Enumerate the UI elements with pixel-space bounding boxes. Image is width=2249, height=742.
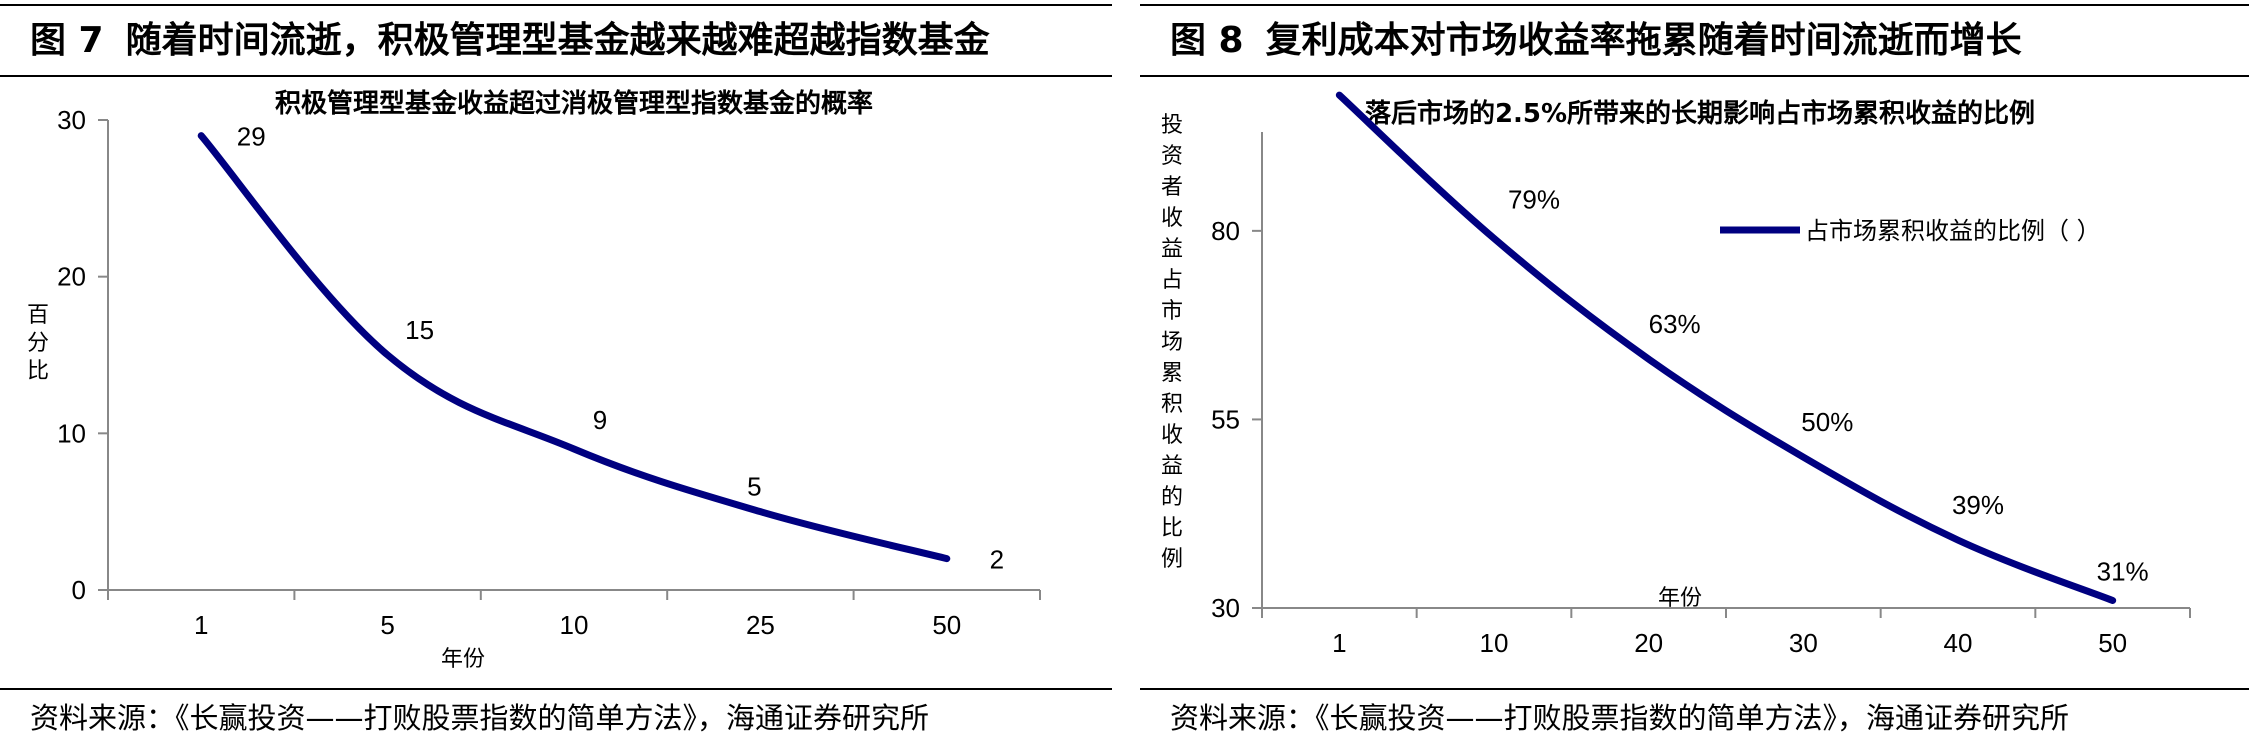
data-label: 50% xyxy=(1801,407,1853,437)
y-tick-label: 10 xyxy=(57,418,86,448)
data-label: 31% xyxy=(2097,556,2149,586)
data-label: 79% xyxy=(1508,184,1560,214)
legend: 占市场累积收益的比例（ ） xyxy=(1720,217,2101,245)
x-tick-label: 5 xyxy=(380,610,394,640)
series-line xyxy=(197,132,951,563)
x-tick-label: 1 xyxy=(194,610,208,640)
x-tick-label: 30 xyxy=(1789,628,1818,658)
y-axis-label-char: 例 xyxy=(1161,547,1183,572)
y-axis-label-char: 收 xyxy=(1161,206,1183,231)
bottom-rule xyxy=(1140,688,2249,690)
x-tick-label: 25 xyxy=(746,610,775,640)
y-tick-label: 80 xyxy=(1211,216,1240,246)
y-tick-label: 55 xyxy=(1211,404,1240,434)
data-label: 2 xyxy=(990,545,1004,575)
figure-number: 图 8 xyxy=(1170,20,1244,61)
source-note: 资料来源：《长赢投资——打败股票指数的简单方法》，海通证券研究所 xyxy=(30,701,930,735)
x-tick-label: 10 xyxy=(560,610,589,640)
y-axis-label: 百 分 比 xyxy=(27,303,49,384)
figure-title: 图 7 随着时间流逝，积极管理型基金越来越难超越指数基金 xyxy=(30,16,990,66)
x-axis-label: 年份 xyxy=(1658,586,1702,611)
title-rule xyxy=(0,75,1112,77)
chart-lagging-market-impact: 落后市场的2.5%所带来的长期影响占市场累积收益的比例 30 55 80 1 10 20… xyxy=(1161,91,2191,658)
y-tick-label: 30 xyxy=(1211,593,1240,623)
figure-title: 图 8 复利成本对市场收益率拖累随着时间流逝而增长 xyxy=(1170,16,2022,66)
y-axis-label-char: 益 xyxy=(1161,454,1183,479)
data-label: 29 xyxy=(237,122,266,152)
y-axis-label-char-2: 分 xyxy=(27,331,49,356)
x-tick-label: 40 xyxy=(1944,628,1973,658)
x-tick-label: 50 xyxy=(2098,628,2127,658)
y-axis-label-char: 益 xyxy=(1161,237,1183,262)
y-axis-label-char: 的 xyxy=(1161,485,1183,510)
y-axis-label-char: 收 xyxy=(1161,423,1183,448)
data-label-group: 29 15 9 5 2 xyxy=(237,122,1004,575)
figure-number: 图 7 xyxy=(30,20,104,61)
figure-7-panel: 图 7 随着时间流逝，积极管理型基金越来越难超越指数基金 积极管理型基金收益超过消… xyxy=(0,0,1112,742)
y-axis-label-char: 者 xyxy=(1161,175,1183,200)
y-axis-label-char: 占 xyxy=(1161,268,1183,293)
figure-8-panel: 图 8 复利成本对市场收益率拖累随着时间流逝而增长 落后市场的2.5%所带来的长期… xyxy=(1140,0,2249,742)
x-tick-group: 1 5 10 25 50 xyxy=(107,590,1041,640)
series-line xyxy=(1335,91,2117,604)
data-label: 39% xyxy=(1952,490,2004,520)
y-axis-label-char: 市 xyxy=(1161,299,1183,324)
y-tick-label: 20 xyxy=(57,262,86,292)
top-rule xyxy=(1140,4,2249,6)
data-label: 9 xyxy=(593,405,607,435)
x-axis-label: 年份 xyxy=(441,647,485,672)
top-rule xyxy=(0,4,1112,6)
figure-title-text: 随着时间流逝，积极管理型基金越来越难超越指数基金 xyxy=(125,20,990,61)
data-label: 63% xyxy=(1649,309,1701,339)
data-label: 15 xyxy=(405,315,434,345)
source-note: 资料来源：《长赢投资——打败股票指数的简单方法》，海通证券研究所 xyxy=(1170,701,2070,735)
y-axis-label-char: 累 xyxy=(1161,361,1183,386)
y-tick-label: 30 xyxy=(57,105,86,135)
legend-label: 占市场累积收益的比例（ ） xyxy=(1805,217,2101,245)
x-tick-label: 20 xyxy=(1634,628,1663,658)
y-axis-label-char: 投 xyxy=(1161,113,1183,138)
y-axis-label-char: 比 xyxy=(1161,516,1183,541)
chart-title: 落后市场的2.5%所带来的长期影响占市场累积收益的比例 xyxy=(1365,98,2035,129)
bottom-rule xyxy=(0,688,1112,690)
y-axis-label-char: 积 xyxy=(1161,392,1183,417)
y-axis-label-char-3: 比 xyxy=(27,359,49,384)
data-label-group: 79% 63% 50% 39% 31% xyxy=(1508,184,2149,586)
y-axis-label-char: 场 xyxy=(1161,330,1183,355)
y-tick-group: 30 55 80 xyxy=(1211,216,1262,623)
x-tick-label: 1 xyxy=(1332,628,1346,658)
title-rule xyxy=(1140,75,2249,77)
y-tick-group: 0 10 20 30 xyxy=(57,105,108,605)
y-tick-label: 0 xyxy=(72,575,86,605)
y-axis-label-char-1: 百 xyxy=(27,303,49,328)
x-tick-group: 1 10 20 30 40 50 xyxy=(1261,608,2191,658)
x-tick-label: 50 xyxy=(932,610,961,640)
figure-title-text: 复利成本对市场收益率拖累随着时间流逝而增长 xyxy=(1265,20,2022,61)
x-tick-label: 10 xyxy=(1480,628,1509,658)
data-label: 5 xyxy=(747,472,761,502)
y-axis-label-char: 资 xyxy=(1161,144,1183,169)
chart-title: 积极管理型基金收益超过消极管理型指数基金的概率 xyxy=(275,88,873,119)
